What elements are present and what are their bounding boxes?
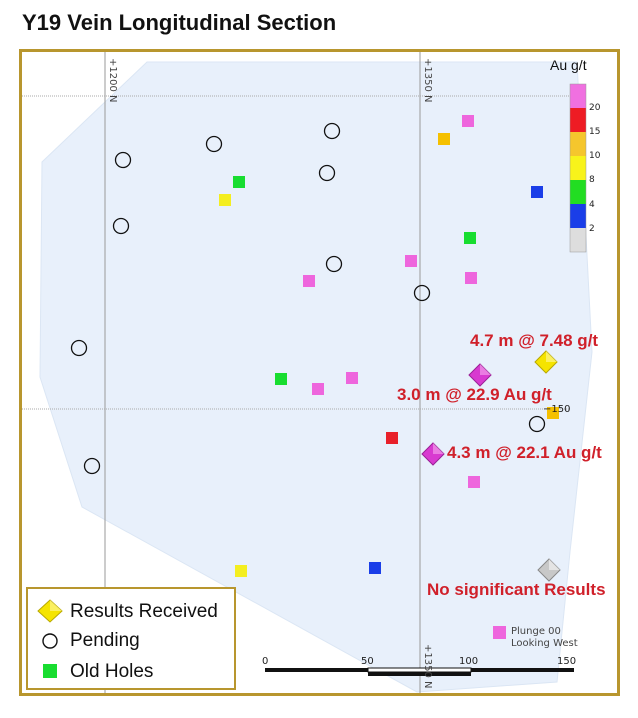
- pending-hole: [205, 135, 223, 153]
- result-diamond-magenta: [421, 442, 445, 466]
- legend: Results Received Pending Old Holes: [26, 587, 236, 690]
- pending-hole: [112, 217, 130, 235]
- scale-label: 50: [361, 656, 374, 667]
- pending-hole: [83, 457, 101, 475]
- plunge-line: Plunge 00: [511, 626, 561, 637]
- diamond-icon: [37, 599, 63, 623]
- scale-label: 150: [557, 656, 577, 667]
- colorbar-tick: 15: [589, 127, 601, 137]
- old-hole-magenta: [346, 372, 358, 384]
- result-label: 4.3 m @ 22.1 Au g/t: [447, 443, 602, 462]
- scale-label: 100: [459, 656, 479, 667]
- old-hole-yellow: [235, 565, 247, 577]
- section-map: [22, 52, 593, 693]
- pending-hole: [413, 284, 431, 302]
- plunge-text: Plunge 00 Looking West: [511, 626, 578, 650]
- square-icon: [43, 664, 57, 678]
- grid-label-1200n: +1200 N: [107, 58, 118, 103]
- colorbar: [569, 83, 587, 253]
- circle-icon: [42, 633, 58, 649]
- legend-label: Pending: [70, 630, 140, 651]
- result-label-no-significant: No significant Results: [427, 580, 606, 599]
- colorbar-tick: 8: [589, 175, 595, 185]
- result-diamond-grey: [537, 558, 561, 582]
- old-hole-green: [275, 373, 287, 385]
- old-hole-blue: [531, 186, 543, 198]
- scale-bar: [265, 667, 574, 676]
- old-hole-yellow: [219, 194, 231, 206]
- pending-hole: [323, 122, 341, 140]
- old-hole-magenta: [312, 383, 324, 395]
- colorbar-tick: 4: [589, 200, 595, 210]
- pending-hole: [70, 339, 88, 357]
- old-holes: [219, 115, 559, 577]
- plunge-marker: [493, 626, 506, 639]
- old-hole-orange: [438, 133, 450, 145]
- old-hole-magenta: [468, 476, 480, 488]
- legend-label: Results Received: [70, 601, 218, 622]
- pending-holes: [70, 122, 546, 475]
- page-title: Y19 Vein Longitudinal Section: [22, 10, 337, 35]
- result-label: 3.0 m @ 22.9 Au g/t: [397, 385, 552, 404]
- old-hole-magenta: [462, 115, 474, 127]
- old-hole-red: [386, 432, 398, 444]
- colorbar-tick: 20: [589, 103, 601, 113]
- grid-label-1350n: +1350 N: [422, 58, 433, 103]
- old-hole-green: [233, 176, 245, 188]
- pending-hole: [528, 415, 546, 433]
- grid-label-minus150: −150: [543, 404, 571, 415]
- old-hole-magenta: [303, 275, 315, 287]
- old-hole-orange: [547, 407, 559, 419]
- result-diamond-magenta: [468, 363, 492, 387]
- pending-hole: [114, 151, 132, 169]
- old-hole-green: [464, 232, 476, 244]
- scale-label: 0: [262, 656, 269, 667]
- results-received: [421, 350, 561, 582]
- old-hole-blue: [369, 562, 381, 574]
- pending-hole: [325, 255, 343, 273]
- old-hole-magenta: [465, 272, 477, 284]
- colorbar-tick: 2: [589, 224, 595, 234]
- grid-label-1350n-bottom: +1350 N: [422, 644, 433, 689]
- colorbar-tick: 10: [589, 151, 601, 161]
- result-diamond-yellow: [534, 350, 558, 374]
- plunge-line: Looking West: [511, 638, 578, 649]
- colorbar-title: Au g/t: [550, 57, 587, 73]
- old-hole-magenta: [405, 255, 417, 267]
- result-label: 4.7 m @ 7.48 g/t: [470, 331, 599, 350]
- legend-label: Old Holes: [70, 661, 154, 682]
- pending-hole: [318, 164, 336, 182]
